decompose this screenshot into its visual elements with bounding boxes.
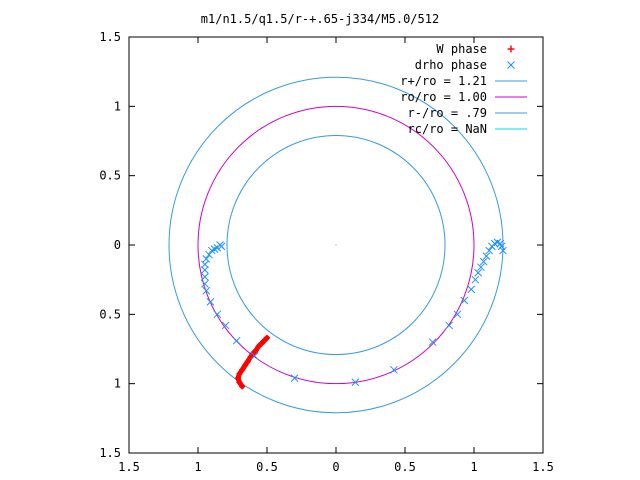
- w-phase-point: [247, 354, 254, 361]
- x-tick-label: 0.5: [256, 460, 278, 474]
- phase-points: [201, 238, 507, 390]
- x-tick-label: 0: [332, 460, 339, 474]
- y-tick-label: 1.5: [99, 446, 121, 460]
- w-phase-point: [239, 383, 246, 390]
- drho-phase-point: [482, 252, 491, 260]
- x-tick-label: 1.5: [118, 460, 140, 474]
- w-phase-point: [244, 358, 251, 365]
- drho-phase-point: [453, 310, 462, 319]
- drho-phase-point: [207, 246, 216, 255]
- drho-phase-point: [485, 246, 494, 255]
- drho-phase-point: [477, 263, 485, 272]
- drho-phase-point: [467, 285, 476, 294]
- drho-phase-point: [445, 321, 454, 330]
- axis-ticks: 1.5 1 0.5 0 0.5 1 1.51.510.500.511.5: [99, 30, 554, 474]
- legend-label: drho phase: [415, 58, 487, 72]
- drho-phase-point: [497, 242, 506, 251]
- legend-label: r-/ro = .79: [408, 106, 487, 120]
- drho-phase-point: [201, 273, 209, 281]
- drho-phase-point: [460, 296, 469, 305]
- drho-phase-point: [201, 260, 209, 269]
- y-tick-label: 1: [114, 377, 121, 391]
- drho-phase-point: [428, 338, 437, 346]
- legend-label: rc/ro = NaN: [408, 122, 487, 136]
- drho-phase-point: [290, 374, 299, 382]
- w-phase-point: [236, 370, 243, 377]
- legend-label: W phase: [436, 42, 487, 56]
- x-tick-label: 1: [194, 460, 201, 474]
- drho-phase-point: [221, 321, 230, 330]
- drho-phase-point: [474, 268, 482, 277]
- drho-phase-point: [213, 310, 222, 319]
- drho-phase-point: [205, 250, 213, 259]
- drho-phase-point: [499, 246, 507, 255]
- legend-marker: [507, 61, 515, 69]
- drho-phase-point: [390, 365, 398, 374]
- w-phase-point: [241, 362, 248, 369]
- y-tick-label: 1: [114, 99, 121, 113]
- w-phase-point: [236, 379, 243, 386]
- drho-phase-point: [479, 257, 488, 266]
- legend-marker: [507, 45, 515, 53]
- w-phase-point: [264, 334, 270, 341]
- circle-ro-series: [197, 105, 475, 385]
- x-tick-label: 1: [470, 460, 477, 474]
- w-phase-point: [255, 343, 262, 350]
- drho-phase-point: [232, 336, 241, 345]
- legend: W phase drho phase r+/ro = 1.21 ro/ro = 1.0…: [400, 42, 527, 136]
- drho-phase-point: [471, 275, 480, 284]
- drho-phase-point: [202, 286, 211, 295]
- w-phase-point: [252, 347, 259, 354]
- y-tick-label: 0.5: [99, 169, 121, 183]
- y-tick-label: 1.5: [99, 30, 121, 44]
- drho-phase-point: [351, 378, 360, 387]
- origin-dot: [335, 244, 337, 246]
- x-tick-label: 1.5: [532, 460, 554, 474]
- y-tick-label: 0.5: [99, 307, 121, 321]
- chart-title: m1/n1.5/q1.5/r-+.65-j334/M5.0/512: [201, 12, 439, 26]
- drho-phase-point: [201, 279, 209, 288]
- w-phase-point: [258, 340, 265, 347]
- drho-phase-point: [250, 352, 259, 360]
- legend-label: r+/ro = 1.21: [400, 74, 487, 88]
- circle-r--series: [226, 134, 446, 356]
- drho-phase-point: [206, 297, 215, 306]
- legend-label: ro/ro = 1.00: [400, 90, 487, 104]
- y-tick-label: 0: [114, 238, 121, 252]
- w-phase-point: [261, 337, 268, 344]
- w-phase-point: [239, 366, 246, 373]
- w-phase-point: [235, 375, 242, 382]
- x-tick-label: 0.5: [394, 460, 416, 474]
- drho-phase-point: [201, 266, 209, 274]
